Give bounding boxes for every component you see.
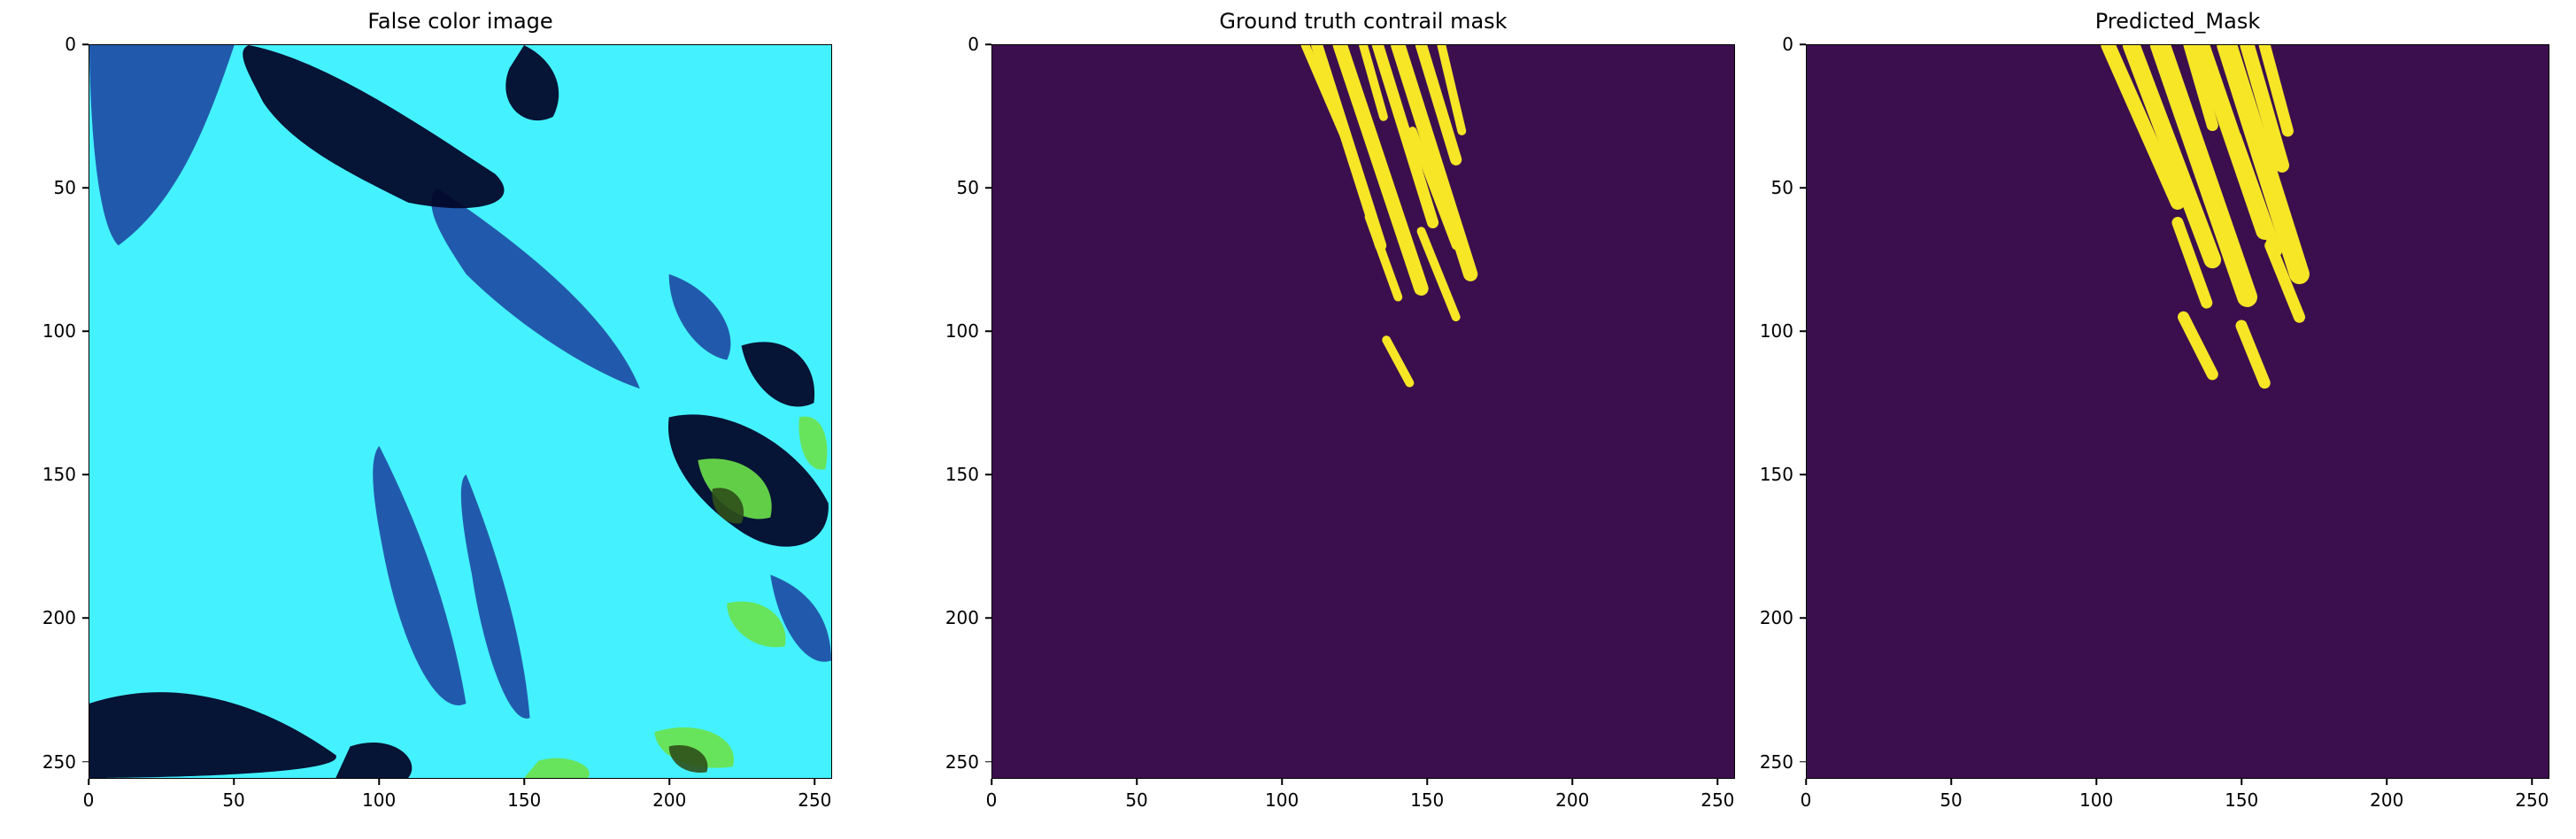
xtick-label: 100	[1265, 789, 1299, 811]
mask-image	[992, 45, 1734, 778]
ytick-label: 200	[1740, 607, 1793, 628]
ytick-mark	[1800, 474, 1806, 476]
ytick-mark	[82, 618, 89, 620]
panel-title: Ground truth contrail mask	[991, 9, 1735, 34]
xtick-mark	[814, 779, 816, 785]
ytick-label: 150	[1740, 464, 1793, 485]
xtick-mark	[1950, 779, 1952, 785]
ytick-mark	[985, 618, 991, 620]
ytick-mark	[1800, 761, 1806, 763]
ytick-label: 200	[23, 607, 76, 628]
xtick-mark	[1281, 779, 1283, 785]
ytick-mark	[82, 474, 89, 476]
ytick-mark	[985, 43, 991, 45]
xtick-mark	[2532, 779, 2534, 785]
ytick-mark	[82, 330, 89, 332]
xtick-mark	[669, 779, 671, 785]
ytick-mark	[1800, 43, 1806, 45]
ytick-mark	[985, 761, 991, 763]
xtick-mark	[1572, 779, 1574, 785]
ytick-label: 50	[926, 177, 979, 198]
xtick-label: 150	[507, 789, 541, 811]
xtick-mark	[1426, 779, 1428, 785]
xtick-label: 250	[798, 789, 831, 811]
xtick-mark	[233, 779, 235, 785]
panel-ground_truth: Ground truth contrail mask05010015020025…	[991, 44, 1735, 779]
xtick-label: 150	[2225, 789, 2258, 811]
ytick-label: 250	[1740, 751, 1793, 773]
panel-title: False color image	[89, 9, 832, 34]
ytick-label: 50	[23, 177, 76, 198]
xtick-label: 50	[1125, 789, 1147, 811]
axes-box	[1806, 44, 2549, 779]
xtick-label: 250	[2515, 789, 2549, 811]
ytick-label: 100	[926, 320, 979, 342]
ytick-label: 150	[23, 464, 76, 485]
xtick-label: 100	[2079, 789, 2113, 811]
xtick-mark	[1136, 779, 1138, 785]
xtick-mark	[378, 779, 380, 785]
xtick-mark	[88, 779, 89, 785]
xtick-label: 50	[1940, 789, 1962, 811]
xtick-mark	[1717, 779, 1719, 785]
ytick-label: 0	[1740, 34, 1793, 55]
xtick-label: 0	[1801, 789, 1812, 811]
xtick-label: 0	[83, 789, 95, 811]
ytick-mark	[985, 187, 991, 189]
ytick-mark	[82, 761, 89, 763]
xtick-mark	[2387, 779, 2388, 785]
ytick-label: 50	[1740, 177, 1793, 198]
xtick-label: 250	[1701, 789, 1734, 811]
xtick-label: 0	[986, 789, 998, 811]
ytick-mark	[985, 330, 991, 332]
xtick-mark	[523, 779, 525, 785]
panel-title: Predicted_Mask	[1806, 9, 2549, 34]
xtick-label: 200	[652, 789, 686, 811]
axes-box	[89, 44, 832, 779]
ytick-mark	[1800, 618, 1806, 620]
ytick-label: 100	[23, 320, 76, 342]
ytick-mark	[985, 474, 991, 476]
xtick-label: 150	[1410, 789, 1444, 811]
ytick-label: 250	[23, 751, 76, 773]
xtick-label: 50	[222, 789, 244, 811]
ytick-mark	[1800, 330, 1806, 332]
panel-predicted: Predicted_Mask05010015020025005010015020…	[1806, 44, 2549, 779]
xtick-label: 200	[1555, 789, 1589, 811]
ytick-label: 0	[926, 34, 979, 55]
ytick-mark	[82, 43, 89, 45]
axes-box	[991, 44, 1735, 779]
ytick-label: 0	[23, 34, 76, 55]
figure: False color image 0 50 100 150 200 250 0 50 100 15…	[0, 0, 2576, 839]
ytick-label: 200	[926, 607, 979, 628]
xtick-mark	[1805, 779, 1807, 785]
xtick-mark	[2241, 779, 2242, 785]
mask-image	[1807, 45, 2549, 778]
ytick-label: 100	[1740, 320, 1793, 342]
ytick-mark	[1800, 187, 1806, 189]
xtick-label: 100	[362, 789, 396, 811]
ytick-mark	[82, 187, 89, 189]
xtick-mark	[991, 779, 992, 785]
xtick-mark	[2095, 779, 2097, 785]
false-color-image	[89, 45, 831, 778]
panel-false_color: False color image05010015020025005010015…	[89, 44, 832, 779]
xtick-label: 200	[2370, 789, 2403, 811]
ytick-label: 250	[926, 751, 979, 773]
ytick-label: 150	[926, 464, 979, 485]
